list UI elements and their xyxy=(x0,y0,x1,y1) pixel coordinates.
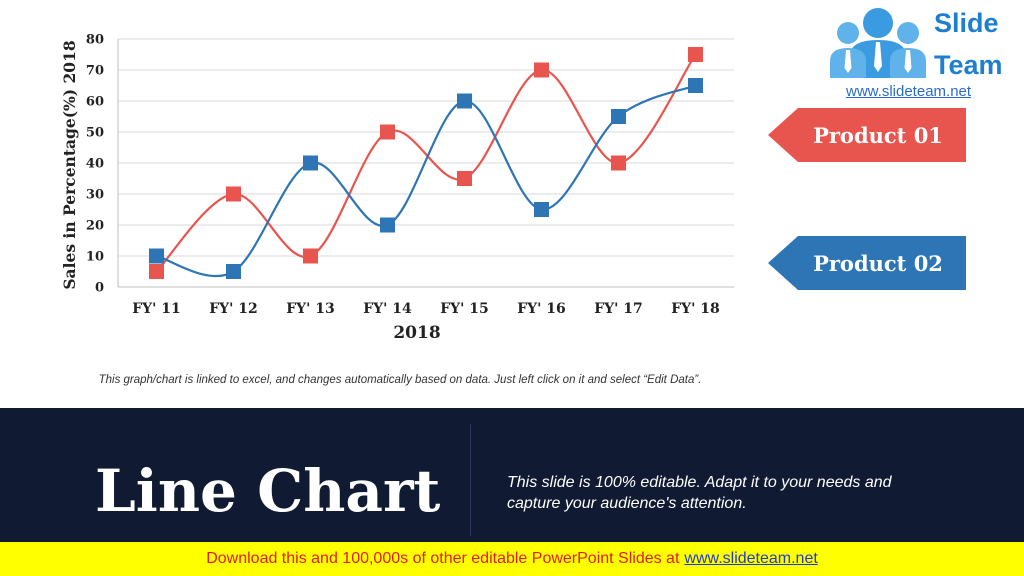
y-tick-label: 30 xyxy=(86,188,104,203)
series-2-point xyxy=(226,264,241,279)
series-2-point xyxy=(534,202,549,217)
x-tick-label: FY' 11 xyxy=(132,301,181,317)
logo-text-slide: Slide xyxy=(934,8,999,38)
series-line-2 xyxy=(156,84,696,278)
series-1-point xyxy=(380,124,395,140)
slide-description: This slide is 100% editable. Adapt it to… xyxy=(507,474,892,512)
logo-url-link[interactable]: www.slideteam.net xyxy=(846,83,972,100)
y-axis-label: Sales in Percentage(%) 2018 xyxy=(60,40,79,289)
series-2-point xyxy=(303,155,318,171)
series-2-point xyxy=(611,109,626,124)
x-tick-label: FY' 15 xyxy=(440,301,489,317)
logo-text-team: Team xyxy=(934,50,1003,80)
title-band xyxy=(0,408,1024,542)
y-tick-label: 80 xyxy=(86,33,104,48)
series-line-1 xyxy=(155,53,697,273)
legend-product-01: Product 01 xyxy=(768,108,966,162)
series-1-point xyxy=(534,62,549,78)
x-tick-label: FY' 18 xyxy=(671,301,720,317)
y-tick-label: 0 xyxy=(95,281,104,296)
x-tick-label: FY' 12 xyxy=(209,301,258,317)
line-chart: 0 10 20 30 40 50 60 70 80 FY' 11 FY' 12 FY' 13 FY' … xyxy=(60,33,734,343)
series-1-point xyxy=(457,171,472,186)
series-2-point xyxy=(457,93,472,109)
y-tick-label: 50 xyxy=(86,126,104,141)
footer-banner: Download this and 100,000s of other edit… xyxy=(0,542,1024,576)
y-tick-label: 10 xyxy=(86,250,104,265)
slideteam-logo: Slide Team xyxy=(826,4,1016,104)
chart-note: This graph/chart is linked to excel, and… xyxy=(98,374,702,386)
x-tick-label: FY' 16 xyxy=(517,301,566,317)
x-axis-label: 2018 xyxy=(393,323,440,343)
series-1-point xyxy=(303,248,318,264)
series-1-point xyxy=(688,47,703,62)
y-tick-label: 70 xyxy=(86,64,104,79)
y-tick-label: 60 xyxy=(86,95,104,110)
footer-link[interactable]: www.slideteam.net xyxy=(684,550,818,567)
series-1-point xyxy=(149,264,164,279)
slide-title: Line Chart xyxy=(95,457,441,525)
y-tick-label: 20 xyxy=(86,219,104,234)
series-2-point xyxy=(149,248,164,264)
footer-text: Download this and 100,000s of other edit… xyxy=(206,550,680,567)
y-tick-label: 40 xyxy=(86,157,104,172)
people-group-icon xyxy=(830,8,926,78)
series-2-point xyxy=(380,217,395,233)
band-divider xyxy=(470,424,471,536)
x-tick-label: FY' 14 xyxy=(363,301,412,317)
x-tick-label: FY' 13 xyxy=(286,301,335,317)
series-1-point xyxy=(611,155,626,171)
x-tick-label: FY' 17 xyxy=(594,301,643,317)
series-2-point xyxy=(688,78,703,93)
legend-product-02: Product 02 xyxy=(768,236,966,290)
series-1-point xyxy=(226,186,241,202)
